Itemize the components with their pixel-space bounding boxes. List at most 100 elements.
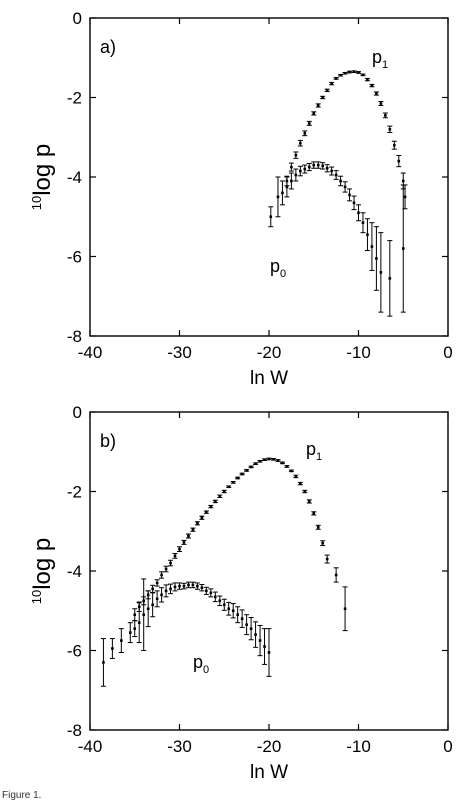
series-p0-point — [218, 599, 222, 603]
x-axis-title: ln W — [250, 368, 288, 389]
series-p1-point — [357, 71, 360, 74]
caption-fragment: Figure 1. — [2, 790, 41, 801]
series-p0-point — [102, 661, 105, 664]
series-p0-point — [254, 633, 257, 636]
series-p0-point — [303, 167, 307, 171]
series-p1-point — [403, 195, 407, 199]
series-p1-point — [316, 525, 320, 529]
panel-a: a) ln W 10log p -40 -30 -20 -10 0 0 -2 -4 -6 -8 p… — [29, 9, 453, 389]
series-p0-point — [191, 583, 195, 587]
series-p1-point — [285, 465, 289, 468]
y-tick-label: -2 — [67, 89, 82, 108]
series-p0-point — [316, 163, 320, 167]
y-tick-label: 0 — [73, 403, 82, 422]
series-p1-point — [209, 505, 213, 508]
series-p0-point — [205, 589, 208, 593]
series-p1-point — [222, 490, 226, 493]
series-p1-point — [312, 512, 316, 515]
series-p0-point — [334, 173, 338, 177]
series-p0-point — [321, 164, 324, 168]
series-p0-point — [330, 169, 333, 173]
series-p1-point — [240, 472, 244, 476]
series-p0-point — [240, 617, 244, 620]
x-tick-label: -30 — [167, 343, 192, 362]
series-p1-point — [151, 587, 154, 591]
x-tick-label: -40 — [78, 343, 103, 362]
series-p0-point — [370, 245, 374, 248]
series-p1-point — [290, 165, 293, 169]
series-p1-point — [258, 459, 262, 463]
series-p1-point — [303, 490, 307, 493]
series-p0-point — [366, 233, 369, 236]
series-p1-point — [205, 510, 208, 514]
series-p1-point — [133, 613, 137, 617]
series-p1-point — [339, 73, 342, 77]
series-p0-point — [209, 591, 213, 595]
series-labels: p1 p0 — [270, 47, 388, 280]
series-p1-point — [227, 485, 231, 489]
series-p0-point — [227, 607, 231, 611]
y-tick-label: -4 — [67, 562, 82, 581]
y-tick-label: -6 — [67, 248, 82, 267]
y-axis-title: 10log p — [29, 144, 56, 211]
series-p1-point — [294, 475, 298, 478]
series-p1-point — [312, 112, 316, 115]
series-p1-point — [231, 481, 235, 484]
series-p1-point — [142, 599, 145, 603]
y-axis-title-superscript: 10 — [29, 196, 44, 210]
series-p0-point — [258, 639, 262, 642]
series-p0-point — [231, 609, 235, 613]
x-tick-label: -10 — [346, 737, 371, 756]
series-p1-point — [187, 534, 190, 538]
series-p0-point — [155, 597, 159, 601]
series-p0-point — [236, 613, 239, 617]
series-p1-point — [294, 153, 298, 157]
series-p1-point — [299, 482, 302, 485]
series-p1-point — [245, 469, 248, 472]
x-tick-label: -20 — [257, 737, 282, 756]
series-p1-point — [307, 122, 311, 125]
series-p0-point — [352, 201, 356, 205]
series-p1-point — [160, 573, 163, 577]
series-p1-point — [307, 500, 311, 503]
series-p1-point — [330, 82, 333, 85]
series-p0-point — [401, 247, 405, 250]
x-tick-label: -10 — [346, 343, 371, 362]
series-p1-point — [178, 547, 181, 551]
series-p0-point — [120, 639, 123, 642]
series-p0-point — [379, 271, 383, 274]
series-p1-point — [146, 593, 150, 597]
series-p1-point — [321, 96, 324, 99]
series-p1-point — [388, 128, 392, 131]
series-p0-point — [299, 169, 302, 173]
series-p0-point — [263, 645, 266, 648]
series-p1-point — [299, 141, 302, 145]
y-tick-label: -2 — [67, 483, 82, 502]
series-p1-point — [249, 465, 253, 469]
series-p1-point — [303, 131, 307, 135]
x-tick-label: -40 — [78, 737, 103, 756]
series-p1-point — [200, 516, 204, 520]
series-p0-point — [343, 185, 347, 189]
series-p1-point — [343, 607, 347, 611]
series-p1-point — [281, 461, 284, 465]
y-tick-label: -8 — [67, 327, 82, 346]
y-tick-label: -8 — [67, 721, 82, 740]
series-p1-point — [164, 567, 168, 571]
series-p0-point — [285, 185, 289, 189]
series-p0-point — [294, 173, 298, 177]
series-p1-point — [137, 605, 141, 609]
x-tick-label: -30 — [167, 737, 192, 756]
series-p1-point — [218, 494, 222, 498]
series-p1-point — [334, 77, 338, 80]
series-p0-point — [142, 613, 145, 617]
series-p0-point — [173, 585, 177, 589]
series-p1-point — [334, 573, 338, 577]
series-p1-point — [290, 469, 293, 473]
panel-label: a) — [100, 37, 116, 57]
y-axis-title-main: log p — [29, 144, 56, 196]
series-p1-point — [191, 528, 195, 531]
series-p1-point — [384, 114, 387, 117]
series-p1-point — [361, 73, 365, 77]
